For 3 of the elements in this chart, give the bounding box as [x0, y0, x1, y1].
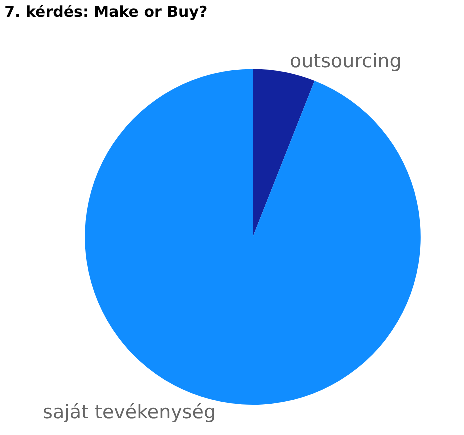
- slice-label: outsourcing: [290, 50, 402, 73]
- slice-label: saját tevékenység: [43, 402, 216, 424]
- chart-title: 7. kérdés: Make or Buy?: [4, 3, 208, 22]
